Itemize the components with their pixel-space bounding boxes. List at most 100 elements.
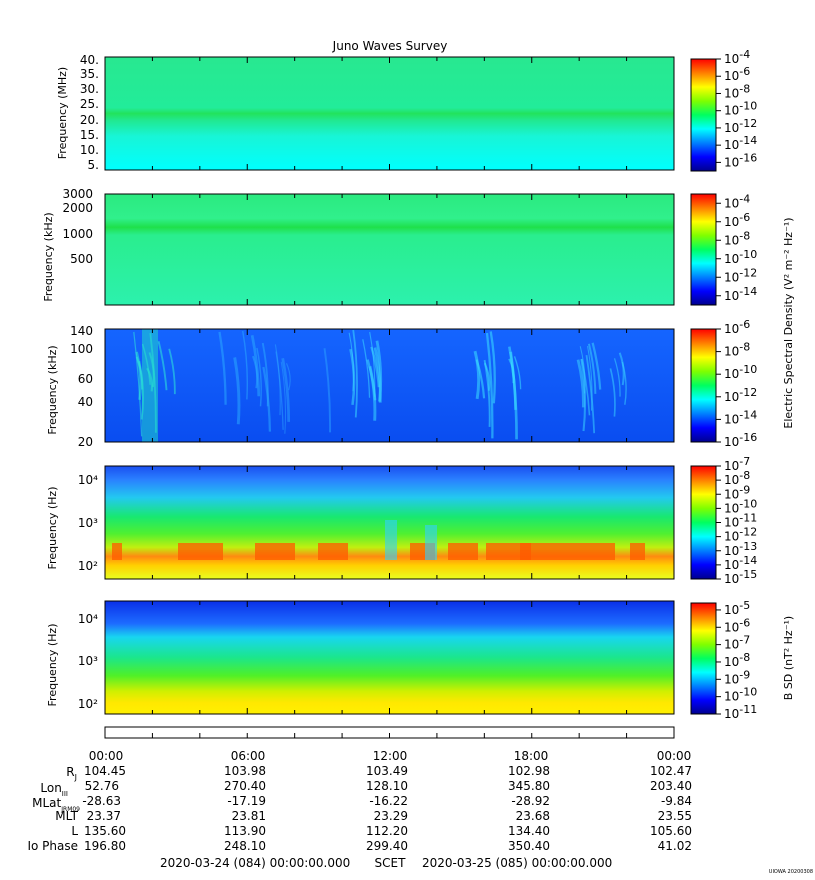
ephem-value: 203.40 <box>650 779 692 793</box>
colorbar-tick-label: 10-11 <box>724 703 757 721</box>
panel-5-ytick: 10³ <box>78 654 98 668</box>
emission-burst <box>630 543 645 560</box>
emission-gap <box>385 520 397 560</box>
emission-streak <box>613 358 621 397</box>
time-tick-label: 12:00 <box>373 749 408 763</box>
emission-streak <box>280 361 287 434</box>
panel-1-ytick: 15. <box>80 128 99 142</box>
emission-streak <box>168 348 176 395</box>
ephem-value: -28.63 <box>82 794 121 808</box>
chart-title: Juno Waves Survey <box>332 39 448 53</box>
emission-streak <box>580 358 591 416</box>
emission-band <box>142 329 158 442</box>
emission-streak <box>485 332 494 439</box>
emission-streak <box>483 362 491 391</box>
ephem-value: 299.40 <box>366 839 408 853</box>
panel-3-ytick: 140 <box>70 324 93 338</box>
colorbar-tick-label: 10-16 <box>724 431 757 449</box>
panel-4-ytick: 10³ <box>78 516 98 530</box>
time-tick-label: 00:00 <box>657 749 692 763</box>
emission-burst <box>178 543 223 560</box>
ephem-label-mlt: MLT <box>55 809 78 823</box>
panel-5-ylabel: Frequency (Hz) <box>46 624 59 707</box>
panel-5-spectrogram <box>105 601 674 714</box>
panel-3-ytick: 40 <box>78 395 93 409</box>
panel-tick-marks <box>151 57 628 714</box>
emission-burst <box>448 543 478 560</box>
emission-streak <box>509 351 518 440</box>
colorbar-tick-label: 10-7 <box>724 634 750 652</box>
ephem-label-l: L <box>71 824 78 838</box>
panel-5-ytick: 10² <box>78 697 98 711</box>
panel-2-spectrogram <box>105 194 674 305</box>
panel-3-ytick: 20 <box>78 435 93 449</box>
ephem-value: 112.20 <box>366 824 408 838</box>
time-tick-label: 00:00 <box>89 749 124 763</box>
colorbar-1 <box>690 58 717 172</box>
emission-streak <box>233 357 241 425</box>
ephem-value: 23.68 <box>516 809 550 823</box>
panel-5: Frequency (Hz) 10² 10³ 10⁴ <box>46 600 675 715</box>
colorbar-tick-label: 10-6 <box>724 65 750 83</box>
emission-streak <box>513 356 522 390</box>
ephem-value: 102.98 <box>508 764 550 778</box>
ephem-label-lon: LonIII <box>40 781 68 798</box>
panel-2-ytick: 2000 <box>62 201 93 215</box>
colorbar-tick-label: 10-10 <box>724 686 757 704</box>
emission-streak <box>281 358 291 422</box>
scet-start: 2020-03-24 (084) 00:00:00.000 <box>160 856 350 870</box>
ephem-value: 113.90 <box>224 824 266 838</box>
colorbar-tick-label: 10-6 <box>724 211 750 229</box>
emission-streak <box>242 330 249 400</box>
emission-burst <box>575 543 615 560</box>
panel-1-ylabel: Frequency (MHz) <box>56 67 69 159</box>
emission-streak <box>373 347 382 403</box>
colorbar-tick-label: 10-14 <box>724 134 757 152</box>
ephem-value: 103.98 <box>224 764 266 778</box>
emission-streak <box>135 351 142 400</box>
panel-1-ytick: 30. <box>80 82 99 96</box>
ephem-value: 128.10 <box>366 779 408 793</box>
colorbar-tick-label: 10-6 <box>724 616 750 634</box>
ephem-value: -9.84 <box>661 794 692 808</box>
ephem-value: -16.22 <box>369 794 408 808</box>
emission-gap <box>425 525 437 560</box>
colorbar-tick-label: 10-10 <box>724 248 757 266</box>
emission-streak <box>250 335 261 397</box>
emission-streak <box>348 332 355 392</box>
panel-1-ytick: 10. <box>80 143 99 157</box>
colorbar-5 <box>690 602 717 715</box>
colorbar-title-electric: Electric Spectral Density (V² m⁻² Hz⁻¹) <box>782 217 795 428</box>
panel-2-ylabel: Frequency (kHz) <box>42 212 55 301</box>
scet-end: 2020-03-25 (085) 00:00:00.000 <box>422 856 612 870</box>
panel-3-ytick: 60 <box>78 372 93 386</box>
panel-4-ylabel: Frequency (Hz) <box>46 487 59 570</box>
emission-streak <box>473 350 481 400</box>
ephem-value: 103.49 <box>366 764 408 778</box>
ephem-value: 104.45 <box>84 764 126 778</box>
ephem-value: 102.47 <box>650 764 692 778</box>
emission-streak <box>591 342 602 390</box>
emission-streak <box>609 368 616 417</box>
emission-streak <box>489 331 496 404</box>
ephem-value: -28.92 <box>511 794 550 808</box>
emission-streak <box>323 348 332 433</box>
emission-streak <box>262 366 272 432</box>
colorbar-tick-label: 10-9 <box>724 668 750 686</box>
ephem-value: 23.55 <box>658 809 692 823</box>
ephem-value: 270.40 <box>224 779 266 793</box>
panel-1-ytick: 20. <box>80 113 99 127</box>
panel-2-ytick: 3000 <box>62 187 93 201</box>
ephem-value: 23.29 <box>374 809 408 823</box>
colorbar-tick-label: 10-14 <box>724 285 757 303</box>
ephem-value: 350.40 <box>508 839 550 853</box>
emission-streak <box>256 347 262 407</box>
colorbars: 10-410-610-810-1010-1210-1410-1610-410-6… <box>690 48 795 721</box>
colorbar-tick-label: 10-8 <box>724 229 750 247</box>
emission-streak <box>352 329 358 418</box>
colorbar-tick-label: 10-12 <box>724 386 757 404</box>
colorbar-4 <box>690 465 717 580</box>
colorbar-tick-label: 10-12 <box>724 266 757 284</box>
panel-1: Frequency (MHz) 5. 10. 15. 20. 25. 30. 3… <box>56 53 675 172</box>
